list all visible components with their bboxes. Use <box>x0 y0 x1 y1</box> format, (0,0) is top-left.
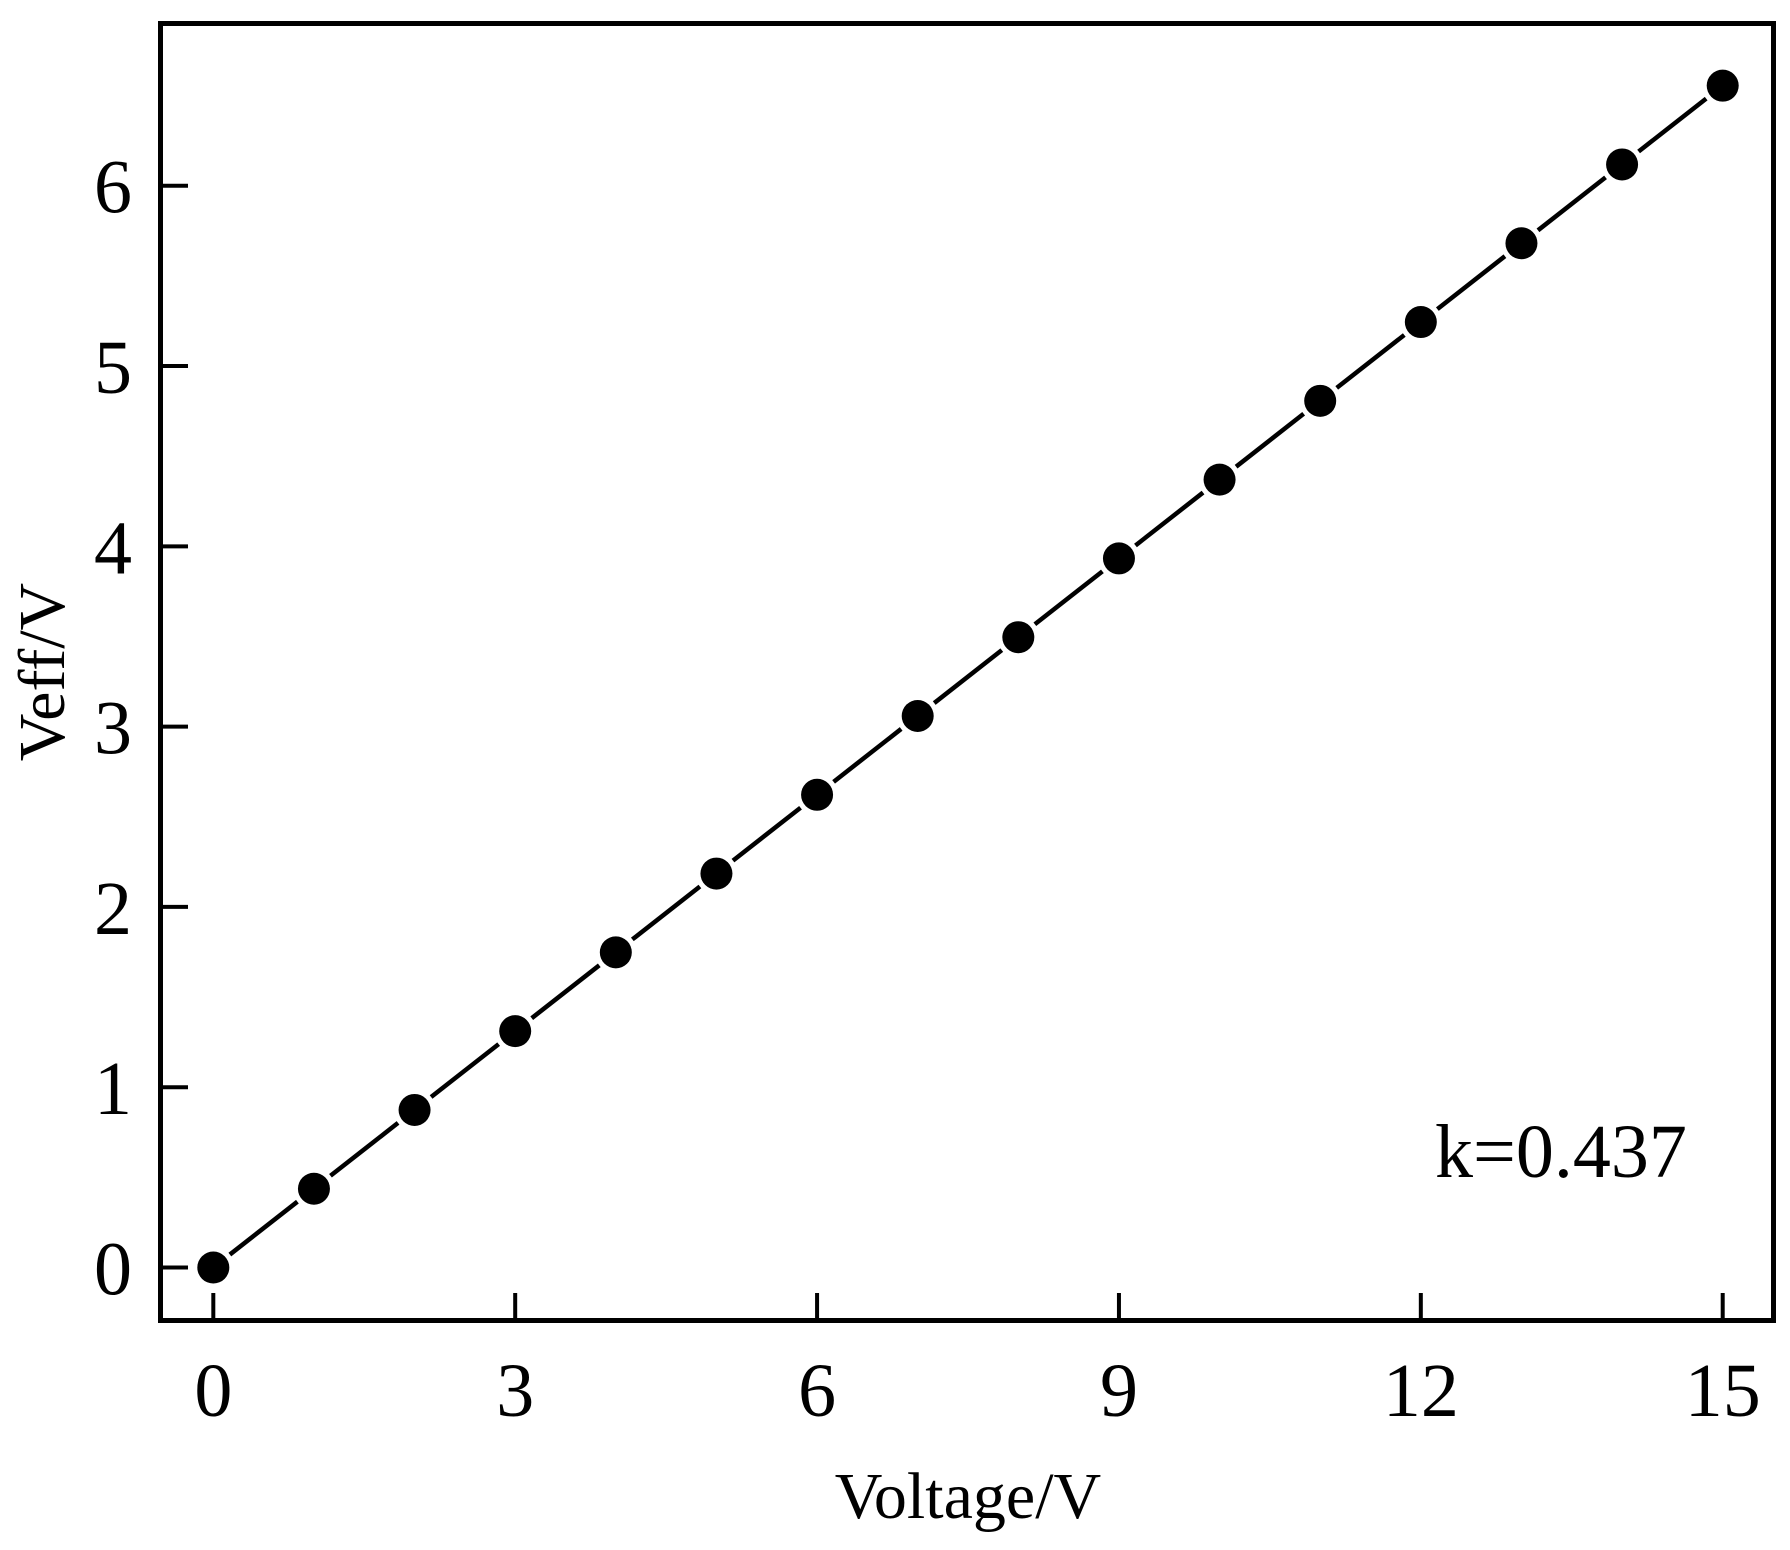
y-tick-label: 3 <box>94 687 132 771</box>
x-axis-label: Voltage/V <box>835 1460 1101 1533</box>
line-segment <box>1637 96 1708 154</box>
plot-frame <box>158 21 1776 1323</box>
x-axis-ticks: 0 3 6 9 12 15 <box>194 1293 1761 1433</box>
line-segment <box>731 805 802 863</box>
y-tick-label: 6 <box>94 146 132 230</box>
data-point-marker <box>1404 306 1437 339</box>
data-point-marker <box>901 699 934 732</box>
x-tick-label: 9 <box>1100 1349 1138 1433</box>
y-axis-ticks: 0 1 2 3 4 5 6 <box>94 146 188 1312</box>
line-segment <box>329 1121 400 1178</box>
x-tick-label: 12 <box>1383 1349 1459 1433</box>
y-tick-label: 5 <box>94 326 132 410</box>
data-point-marker <box>599 936 632 969</box>
data-point-marker <box>1102 542 1135 575</box>
data-point-marker <box>1606 148 1639 181</box>
data-point-marker <box>297 1172 330 1205</box>
line-segment <box>1234 412 1306 469</box>
data-point-marker <box>197 1251 230 1284</box>
x-tick-label: 0 <box>194 1349 232 1433</box>
y-tick-label: 1 <box>94 1047 132 1131</box>
data-point-marker <box>1505 227 1538 260</box>
data-point-marker <box>398 1093 431 1126</box>
line-segment <box>1536 175 1607 233</box>
line-segment <box>932 648 1004 705</box>
data-line <box>228 96 1708 1257</box>
line-segment <box>630 884 702 942</box>
data-point-marker <box>499 1015 532 1048</box>
y-axis-label: Veff/V <box>6 583 79 761</box>
y-tick-label: 2 <box>94 867 132 951</box>
data-point-marker <box>1002 621 1035 654</box>
data-point-marker <box>700 857 733 890</box>
data-point-marker <box>1304 384 1337 417</box>
data-point-marker <box>1203 463 1236 496</box>
data-markers <box>197 69 1739 1284</box>
x-tick-label: 6 <box>798 1349 836 1433</box>
x-tick-label: 3 <box>496 1349 534 1433</box>
line-segment <box>832 727 903 784</box>
line-segment <box>429 1042 501 1099</box>
x-tick-label: 15 <box>1685 1349 1761 1433</box>
y-tick-label: 0 <box>94 1228 132 1312</box>
line-segment <box>1435 254 1507 311</box>
line-segment <box>1033 569 1104 627</box>
data-point-marker <box>1706 69 1739 102</box>
line-segment <box>228 1199 299 1257</box>
data-point-marker <box>801 778 834 811</box>
slope-annotation: k=0.437 <box>1435 1110 1687 1194</box>
line-segment <box>1335 333 1406 390</box>
line-segment <box>530 963 601 1020</box>
y-tick-label: 4 <box>94 506 132 590</box>
line-segment <box>1134 490 1205 548</box>
